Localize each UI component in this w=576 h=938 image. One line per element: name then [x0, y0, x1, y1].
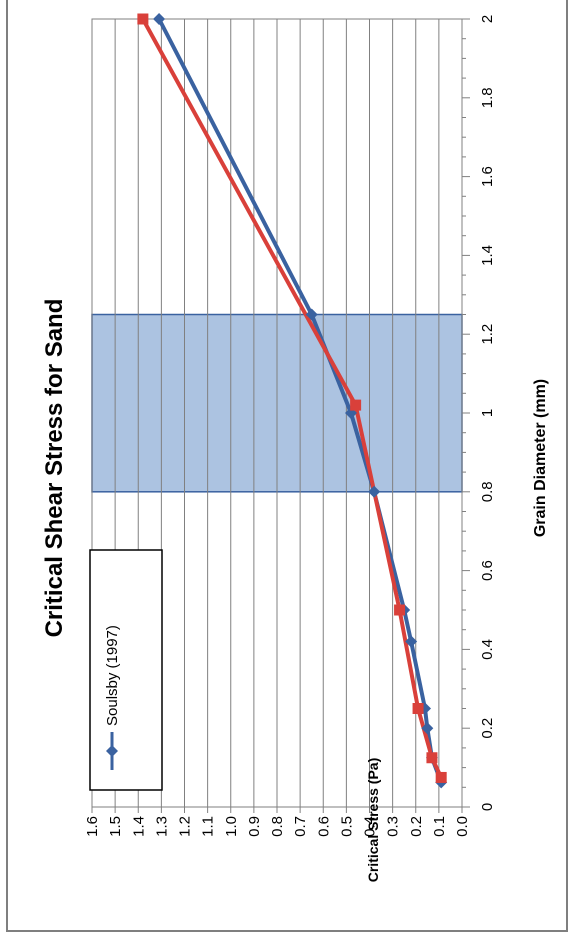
x-tick-label: 0.2: [479, 718, 496, 739]
y-tick-labels: 0.0 0.1 0.2 0.3 0.4 0.5 0.6 0.7 0.8 0.9 1.0 1.1 1.2 1…: [84, 816, 471, 837]
series-0-point: [421, 722, 434, 735]
legend-marker: [106, 745, 118, 757]
x-tick-label: 1.6: [479, 166, 496, 187]
series-1-point: [412, 703, 424, 714]
legend: Soulsby (1997): [89, 549, 163, 791]
series-1-point: [435, 771, 447, 783]
y-tick-label: 1.6: [84, 816, 101, 837]
y-axis-label: Critical Stress (Pa): [365, 758, 381, 883]
x-tick-label: 1.2: [479, 324, 496, 345]
y-tick-label: 0.3: [385, 816, 402, 837]
y-tick-label: 1.2: [177, 816, 194, 837]
series-0-point: [153, 13, 166, 25]
chart-frame: [6, 0, 568, 932]
series-markers: [137, 13, 448, 789]
x-tick-label: 1: [479, 409, 496, 417]
series-1-point: [426, 752, 438, 764]
legend-box: [89, 549, 163, 791]
y-tick-label: 0.2: [408, 816, 425, 837]
x-tick-label: 0.8: [479, 481, 496, 502]
y-tick-label: 0.0: [454, 816, 471, 837]
x-tick-label: 0.4: [479, 639, 496, 660]
y-tick-label: 1.4: [130, 816, 147, 837]
y-tick-label: 1.3: [153, 816, 170, 837]
x-tick-label: 1.8: [479, 87, 496, 108]
x-tick-labels: 0 0.2 0.4 0.6 0.8 1 1.2 1.4 1.6 1.8 2: [479, 15, 496, 811]
series-1-point: [394, 604, 406, 616]
y-tick-label: 0.9: [246, 816, 263, 837]
y-tick-label: 0.7: [292, 816, 309, 837]
x-tick-label: 0: [479, 803, 496, 811]
x-axis-label: Grain Diameter (mm): [532, 379, 549, 537]
series-1-point: [137, 13, 149, 25]
chart-title: Critical Shear Stress for Sand: [41, 299, 68, 638]
y-tick-label: 0.5: [338, 816, 355, 837]
axis-ticks: [91, 18, 470, 813]
x-tick-label: 1.4: [479, 245, 496, 266]
series-0-point: [305, 308, 318, 321]
y-tick-label: 0.6: [315, 816, 332, 837]
y-tick-label: 0.1: [431, 816, 448, 837]
x-tick-label: 2: [479, 15, 496, 23]
y-tick-label: 1.0: [223, 816, 240, 837]
y-tick-label: 0.8: [269, 816, 286, 837]
y-tick-label: 1.5: [107, 816, 124, 837]
gridlines: [91, 19, 463, 807]
legend-label: Soulsby (1997): [104, 625, 121, 726]
series-0-point: [368, 485, 381, 498]
y-tick-label: 0.4: [362, 816, 379, 837]
x-tick-label: 0.6: [479, 560, 496, 581]
y-tick-label: 1.1: [200, 816, 217, 837]
series-1-point: [350, 399, 362, 411]
